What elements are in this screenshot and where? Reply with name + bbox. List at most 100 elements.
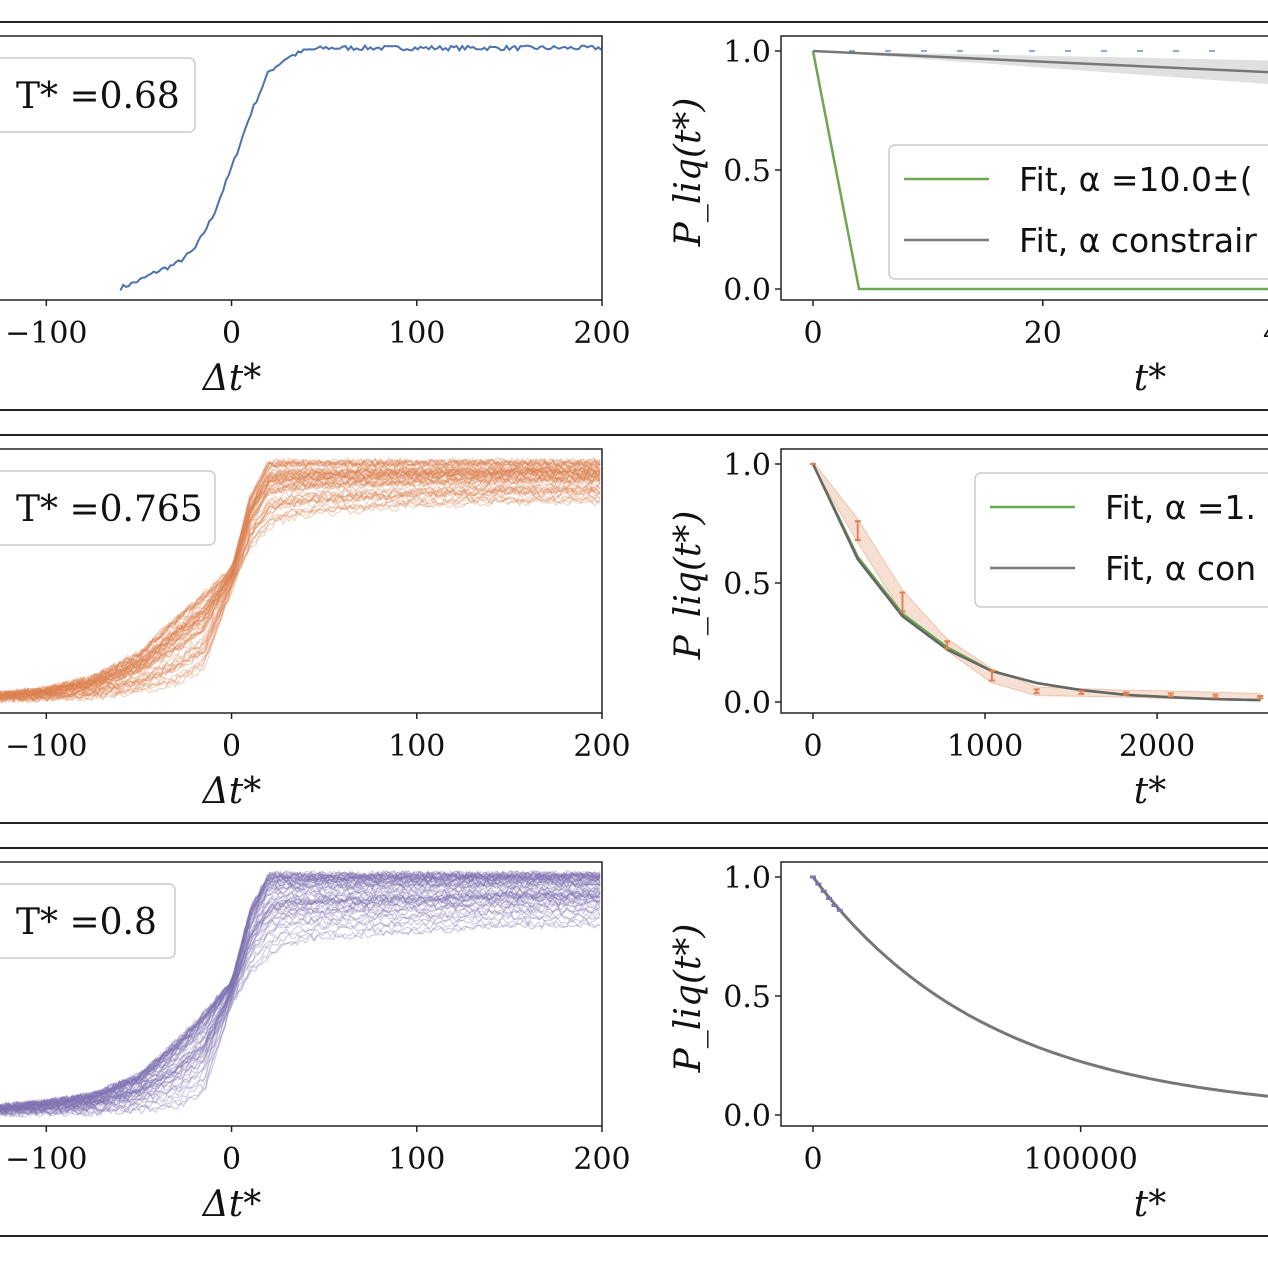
x-tick-label: 4 <box>1263 316 1268 351</box>
trajectory-line <box>0 911 601 1116</box>
y-tick-label: 0.5 <box>723 980 771 1015</box>
trajectory-line <box>0 476 601 701</box>
trajectory-line <box>0 466 601 699</box>
axes-frame <box>0 861 603 1127</box>
x-axis-label: Δt* <box>201 1184 261 1225</box>
trajectory-line <box>0 899 601 1114</box>
trajectory-line <box>0 464 601 698</box>
left-plot: −100 0 100 200 Δt* T* =0.8 <box>0 861 631 1225</box>
trajectory-line <box>0 458 601 698</box>
row-frame <box>0 21 1268 411</box>
trajectory-line <box>0 469 601 700</box>
trajectory-line <box>0 876 601 1111</box>
trajectory-line <box>0 475 601 701</box>
trajectory-line <box>0 495 601 704</box>
y-axis-label: P_liq(t*) <box>668 511 709 661</box>
trajectory-line <box>0 881 601 1112</box>
trajectory-line <box>0 878 601 1112</box>
x-tick-label: 0 <box>803 316 822 351</box>
trajectory-line <box>0 470 601 699</box>
trajectory-line <box>0 486 601 702</box>
trajectory-line <box>0 869 601 1111</box>
axes-frame <box>780 861 1268 1127</box>
legend-label: T* =0.68 <box>16 76 180 117</box>
trajectory-line <box>0 457 601 696</box>
trajectory-line <box>0 468 601 699</box>
trajectory-line <box>0 919 601 1118</box>
y-tick-label: 1.0 <box>723 35 771 70</box>
trajectory-line <box>0 890 601 1113</box>
legend-label-constrained: Fit, α con <box>1105 549 1256 588</box>
row-frame <box>0 847 1268 1237</box>
trajectory-line <box>0 469 601 699</box>
x-tick-label: 200 <box>573 1142 630 1177</box>
trajectory-line <box>0 869 601 1110</box>
x-tick-label: 200 <box>573 729 630 764</box>
legend-box <box>0 470 216 546</box>
fit-free-line <box>811 50 1268 291</box>
y-axis-label: P_liq(t*) <box>668 98 709 248</box>
y-tick-label: 1.0 <box>723 861 771 896</box>
trajectory-line <box>0 472 601 699</box>
trajectory-line <box>0 472 601 700</box>
trajectory-line <box>0 874 601 1110</box>
trajectory-line <box>0 878 601 1112</box>
axes-frame <box>780 35 1268 301</box>
trajectory-line <box>0 879 601 1111</box>
x-tick-label: 0 <box>803 729 822 764</box>
axes-frame <box>0 35 603 301</box>
trajectory-line <box>0 915 601 1118</box>
trajectory-line <box>0 489 601 703</box>
x-tick-label: 200 <box>573 316 630 351</box>
trajectory-line <box>0 482 601 702</box>
x-tick-label: 0 <box>222 1142 241 1177</box>
trajectory-line <box>0 486 601 702</box>
trajectory-line <box>0 874 601 1111</box>
trajectory-line <box>0 493 601 704</box>
x-tick-label: 100 <box>388 1142 445 1177</box>
trajectory-line <box>0 911 601 1117</box>
trajectory-line <box>0 887 601 1114</box>
trajectory-line <box>0 495 601 703</box>
trajectory-line <box>0 460 601 698</box>
trajectory-line <box>0 465 601 700</box>
x-tick-label: −100 <box>5 729 87 764</box>
trajectory-line <box>0 902 601 1115</box>
legend-box <box>0 57 196 133</box>
trajectory-line <box>0 889 601 1114</box>
y-tick-label: 0.5 <box>723 154 771 189</box>
trajectory-line <box>0 467 601 700</box>
trajectory-line <box>0 877 601 1111</box>
trajectory-line <box>0 875 601 1112</box>
trajectory-line <box>0 465 601 697</box>
x-tick-label: −100 <box>5 1142 87 1177</box>
trajectory-line <box>0 467 601 699</box>
trajectory-line <box>0 486 601 702</box>
row-2: −100 0 100 200 Δt* T* =0.765 0.0 0.5 1.0 0 1000 200… <box>0 434 1268 824</box>
trajectory-line <box>0 456 601 698</box>
trajectory-line <box>0 469 601 699</box>
trajectory-line <box>0 895 601 1115</box>
trajectory-line <box>0 487 601 702</box>
trajectory-line <box>0 477 601 701</box>
x-axis-label: t* <box>1134 358 1166 399</box>
trajectory-line <box>0 905 601 1116</box>
trajectory-line <box>0 882 601 1112</box>
legend-label: T* =0.8 <box>16 902 157 943</box>
x-tick-label: 1000 <box>947 729 1023 764</box>
trajectory-line <box>0 869 601 1111</box>
trajectory-line <box>0 872 601 1111</box>
trajectory-line <box>0 467 601 699</box>
fit-constrained-line <box>812 49 1268 74</box>
left-plot: −100 0 100 200 Δt* T* =0.765 <box>0 448 631 812</box>
trajectory-line <box>0 889 601 1113</box>
y-tick-label: 0.0 <box>723 273 771 308</box>
trajectory-line <box>0 486 601 703</box>
trajectory-line <box>0 464 601 699</box>
trajectory-line <box>0 483 601 702</box>
legend-label-constrained: Fit, α constrair <box>1019 221 1257 260</box>
trajectory-line <box>119 43 602 291</box>
right-plot: 0.0 0.5 1.0 0 100000 t* P_liq(t*) <box>668 861 1268 1225</box>
trajectory-line <box>0 475 601 699</box>
legend-label-free: Fit, α =1. <box>1105 488 1256 527</box>
